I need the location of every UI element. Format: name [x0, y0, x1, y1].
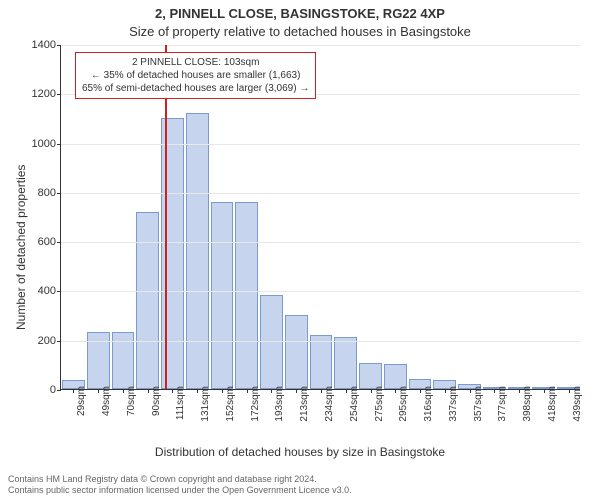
x-tick-mark [296, 389, 297, 393]
grid-line [61, 144, 580, 145]
y-tick-mark [57, 291, 61, 292]
x-tick-label: 377sqm [497, 386, 508, 422]
x-tick-label: 234sqm [324, 386, 335, 422]
x-tick-label: 316sqm [423, 386, 434, 422]
x-tick-label: 439sqm [572, 386, 583, 422]
x-tick-mark [420, 389, 421, 393]
x-tick-label: 90sqm [151, 386, 162, 416]
y-tick-label: 1400 [26, 39, 56, 51]
x-tick-label: 111sqm [175, 386, 186, 420]
x-tick-mark [197, 389, 198, 393]
annotation-line1: 2 PINNELL CLOSE: 103sqm [82, 56, 309, 69]
histogram-bar [211, 202, 234, 389]
y-tick-mark [57, 193, 61, 194]
x-tick-label: 275sqm [374, 386, 385, 422]
x-tick-mark [321, 389, 322, 393]
y-tick-label: 200 [26, 335, 56, 347]
annotation-box: 2 PINNELL CLOSE: 103sqm ← 35% of detache… [75, 52, 316, 99]
histogram-bar [235, 202, 258, 389]
grid-line [61, 291, 580, 292]
y-tick-mark [57, 45, 61, 46]
x-tick-label: 29sqm [76, 386, 87, 416]
x-tick-mark [494, 389, 495, 393]
x-tick-mark [222, 389, 223, 393]
histogram-bar [136, 212, 159, 389]
x-axis-label: Distribution of detached houses by size … [0, 445, 600, 459]
x-tick-label: 131sqm [200, 386, 211, 422]
x-tick-label: 295sqm [398, 386, 409, 422]
chart-title-line2: Size of property relative to detached ho… [0, 24, 600, 39]
y-tick-label: 400 [26, 285, 56, 297]
x-tick-label: 213sqm [299, 386, 310, 422]
x-tick-label: 254sqm [349, 386, 360, 422]
chart-title-line1: 2, PINNELL CLOSE, BASINGSTOKE, RG22 4XP [0, 6, 600, 21]
histogram-bar [186, 113, 209, 389]
y-tick-mark [57, 390, 61, 391]
x-tick-mark [470, 389, 471, 393]
x-tick-label: 357sqm [473, 386, 484, 422]
histogram-bar [310, 335, 333, 389]
grid-line [61, 242, 580, 243]
x-tick-mark [172, 389, 173, 393]
y-tick-label: 1200 [26, 88, 56, 100]
x-tick-mark [271, 389, 272, 393]
footer-line2: Contains public sector information licen… [8, 485, 352, 496]
x-tick-label: 152sqm [225, 386, 236, 422]
x-tick-mark [123, 389, 124, 393]
x-tick-mark [544, 389, 545, 393]
annotation-line2: ← 35% of detached houses are smaller (1,… [82, 69, 309, 82]
annotation-line3: 65% of semi-detached houses are larger (… [82, 82, 309, 95]
x-tick-mark [346, 389, 347, 393]
grid-line [61, 45, 580, 46]
x-tick-mark [148, 389, 149, 393]
x-tick-mark [98, 389, 99, 393]
x-tick-label: 337sqm [448, 386, 459, 422]
x-tick-mark [569, 389, 570, 393]
y-tick-label: 800 [26, 187, 56, 199]
footer-line1: Contains HM Land Registry data © Crown c… [8, 474, 352, 485]
y-tick-label: 0 [26, 384, 56, 396]
y-tick-mark [57, 242, 61, 243]
y-tick-mark [57, 94, 61, 95]
y-tick-mark [57, 341, 61, 342]
x-tick-label: 70sqm [126, 386, 137, 416]
x-tick-mark [395, 389, 396, 393]
x-tick-label: 398sqm [522, 386, 533, 422]
y-tick-label: 1000 [26, 138, 56, 150]
y-tick-label: 600 [26, 236, 56, 248]
x-tick-label: 172sqm [250, 386, 261, 422]
x-tick-mark [519, 389, 520, 393]
footer-text: Contains HM Land Registry data © Crown c… [8, 474, 352, 496]
x-tick-mark [247, 389, 248, 393]
x-tick-label: 193sqm [274, 386, 285, 422]
histogram-bar [285, 315, 308, 389]
y-tick-mark [57, 144, 61, 145]
grid-line [61, 341, 580, 342]
histogram-bar [334, 337, 357, 389]
x-tick-mark [445, 389, 446, 393]
x-tick-mark [73, 389, 74, 393]
chart-container: 2, PINNELL CLOSE, BASINGSTOKE, RG22 4XP … [0, 0, 600, 500]
x-tick-label: 418sqm [547, 386, 558, 422]
histogram-bar [260, 295, 283, 389]
grid-line [61, 193, 580, 194]
x-tick-mark [371, 389, 372, 393]
x-tick-label: 49sqm [101, 386, 112, 416]
